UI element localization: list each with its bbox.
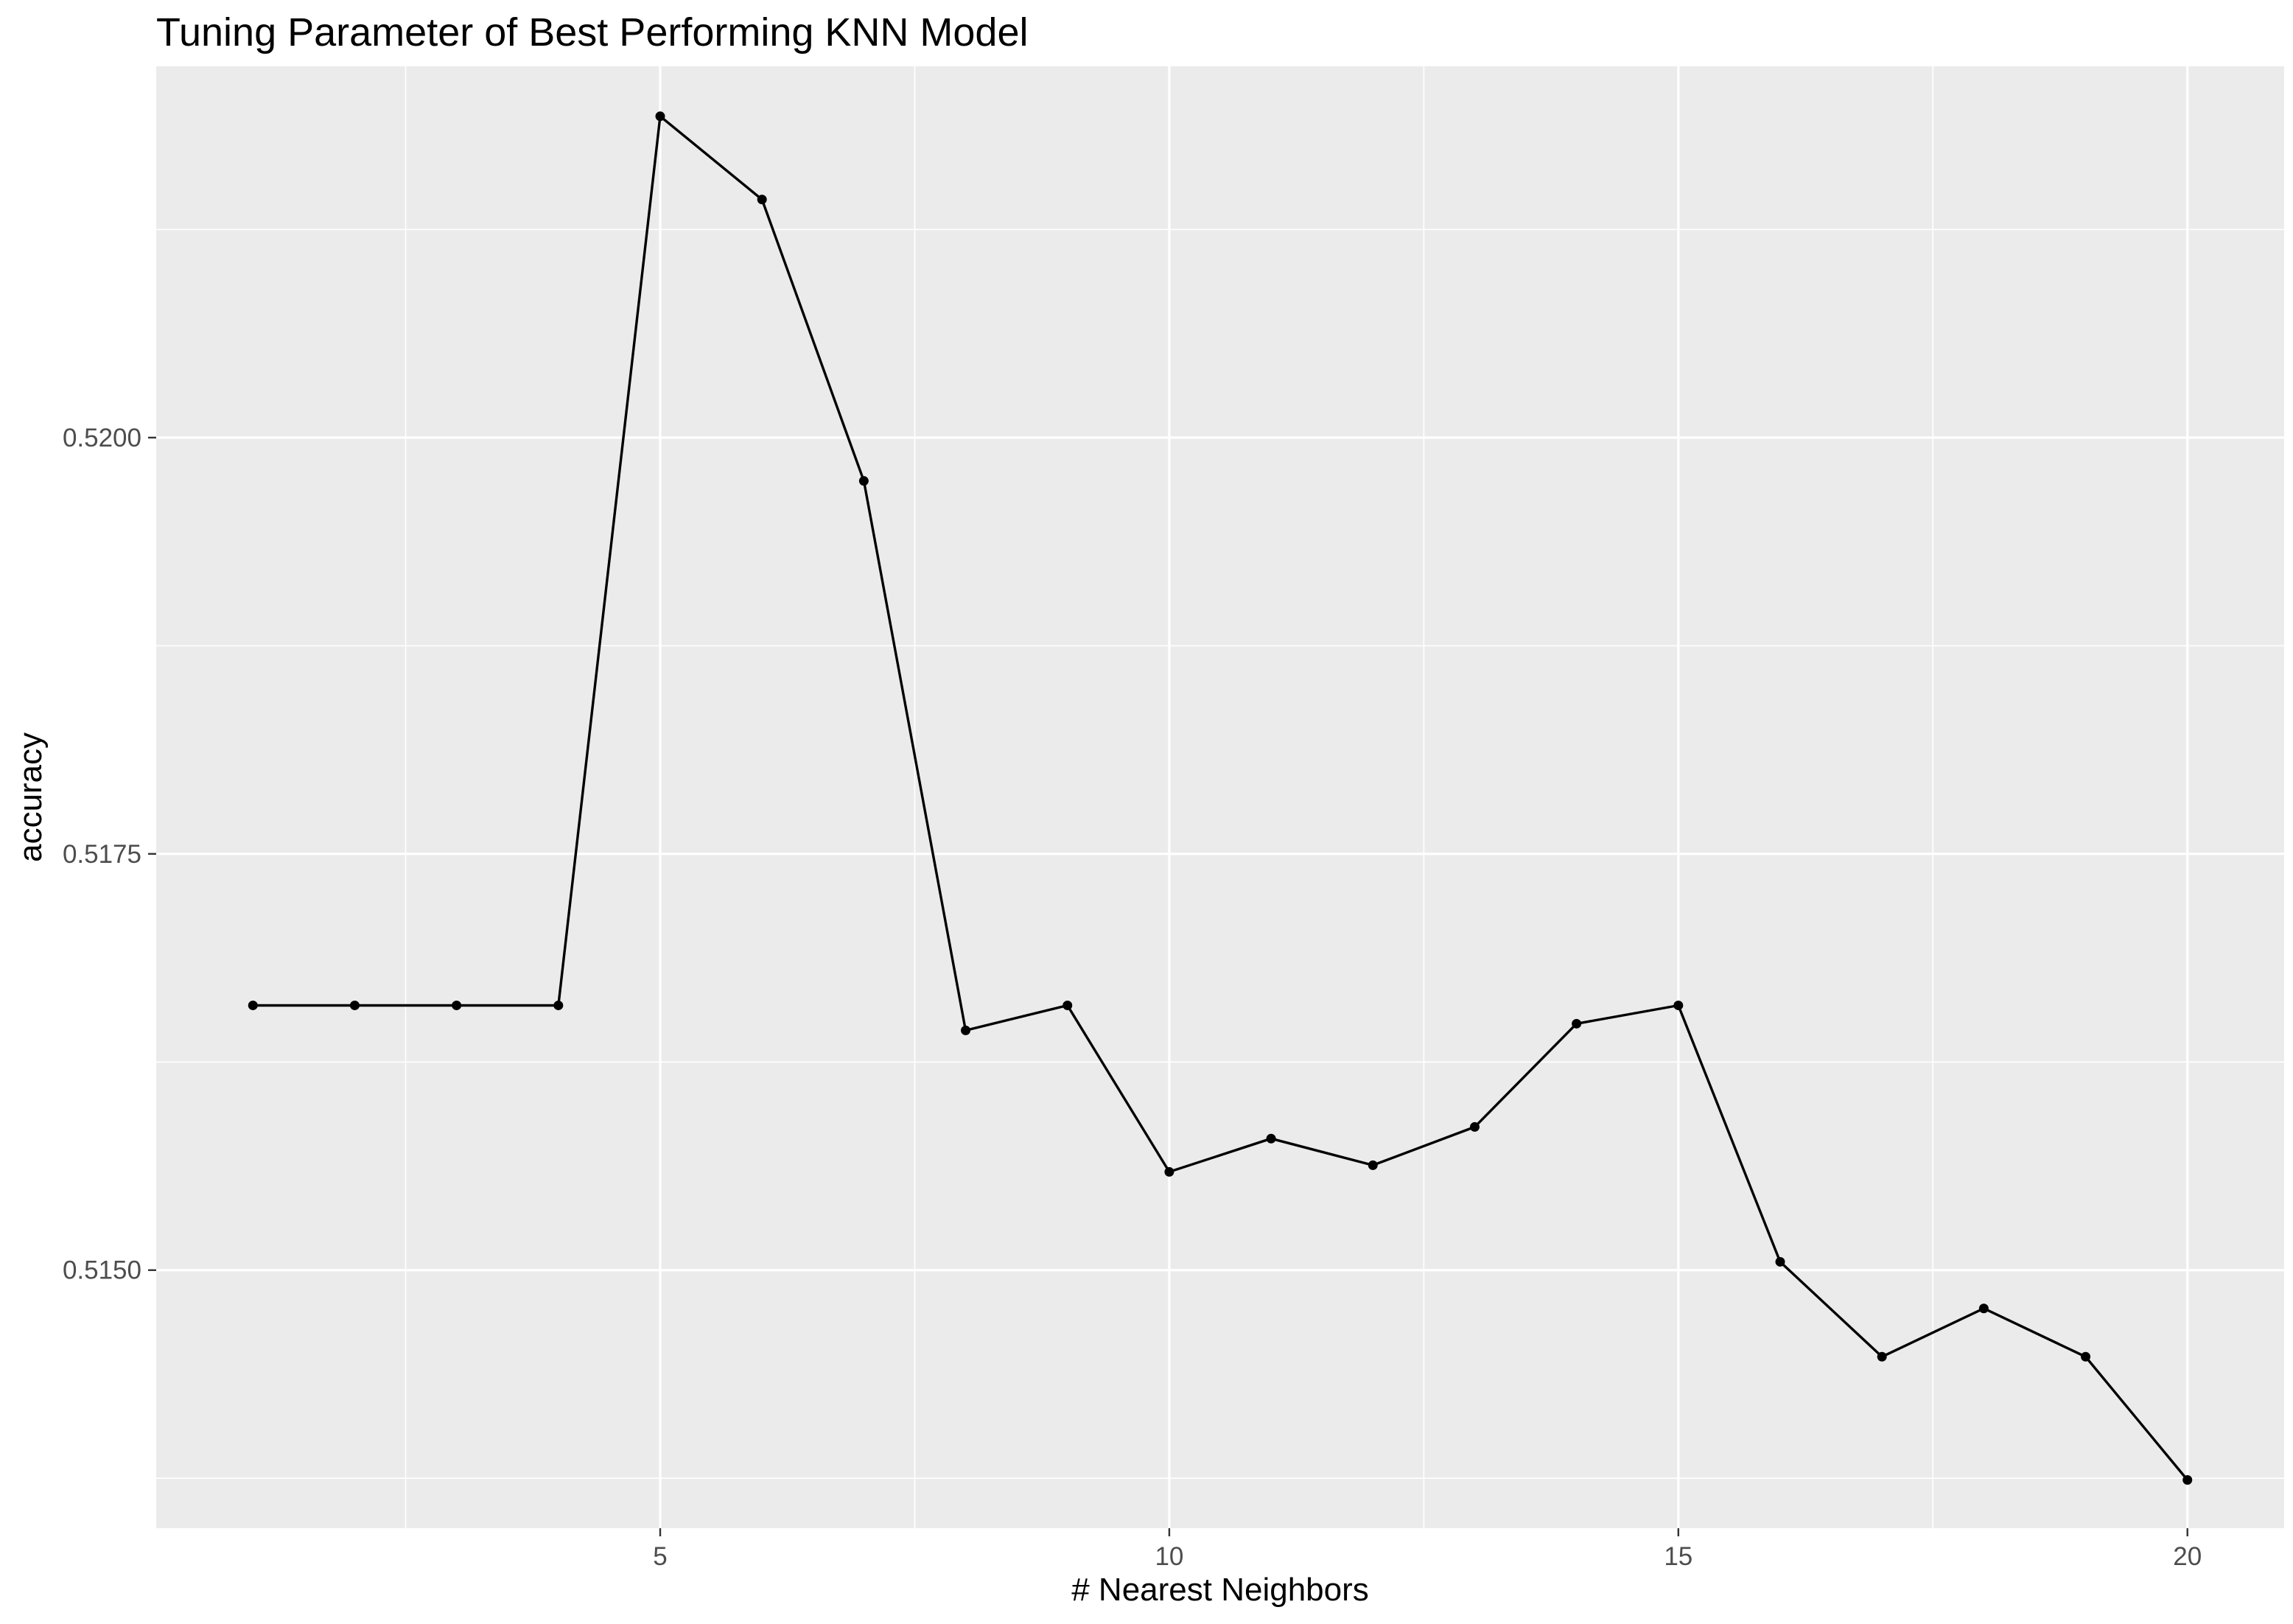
y-axis-title: accuracy <box>13 732 49 862</box>
data-point <box>1469 1121 1480 1132</box>
x-axis-title: # Nearest Neighbors <box>1071 1572 1369 1608</box>
y-tick-label: 0.5200 <box>63 424 141 452</box>
data-point <box>1063 1000 1073 1010</box>
data-point <box>1673 1000 1684 1010</box>
data-point <box>248 1000 258 1010</box>
data-point <box>2182 1474 2193 1485</box>
x-tick-label: 20 <box>2173 1542 2202 1571</box>
data-point <box>1775 1256 1785 1267</box>
x-tick-label: 10 <box>1155 1542 1183 1571</box>
data-point <box>961 1025 971 1035</box>
x-axis: 5 10 15 20 <box>653 1528 2202 1571</box>
y-axis: 0.5150 0.5175 0.5200 <box>63 424 156 1285</box>
x-tick-label: 15 <box>1664 1542 1692 1571</box>
accuracy-points <box>248 111 2193 1485</box>
data-point <box>757 195 767 205</box>
y-tick-label: 0.5150 <box>63 1256 141 1285</box>
data-point <box>1978 1303 1989 1314</box>
data-point <box>858 476 869 486</box>
accuracy-line <box>253 113 2189 1481</box>
data-point <box>2081 1351 2091 1362</box>
x-tick-label: 5 <box>653 1542 667 1571</box>
plot-panel <box>156 66 2284 1528</box>
y-tick-label: 0.5175 <box>63 840 141 869</box>
data-point <box>1368 1160 1378 1170</box>
data-point <box>655 111 665 122</box>
data-point <box>1877 1351 1887 1362</box>
data-point <box>1266 1133 1276 1144</box>
chart-title: Tuning Parameter of Best Performing KNN … <box>156 10 1029 55</box>
data-point <box>553 1000 564 1010</box>
data-point <box>452 1000 462 1010</box>
data-point <box>1164 1166 1174 1177</box>
major-gridlines <box>156 66 2284 1528</box>
data-point <box>1572 1018 1582 1029</box>
minor-gridlines <box>156 66 2284 1528</box>
data-point <box>349 1000 360 1010</box>
